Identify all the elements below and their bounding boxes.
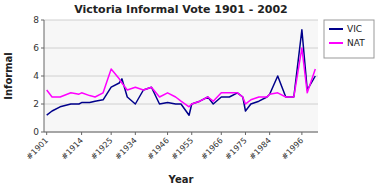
x-tick-label: #1946 <box>145 136 171 162</box>
y-tick-label: 2 <box>33 99 39 109</box>
x-tick-label: #1955 <box>170 136 196 162</box>
legend: VIC NAT <box>324 20 374 58</box>
plot-background <box>44 20 318 132</box>
y-axis-label: Informal <box>3 52 14 100</box>
x-tick-label: #1925 <box>89 136 115 162</box>
y-tick-label: 4 <box>33 71 39 81</box>
x-tick-label: #1934 <box>113 136 139 162</box>
series-group <box>47 30 316 115</box>
x-tick-label: #1901 <box>25 136 51 162</box>
grid-line <box>44 132 318 133</box>
legend-label: VIC <box>347 24 362 34</box>
x-axis <box>44 132 318 133</box>
grid-line <box>44 48 318 49</box>
x-tick-label: #1984 <box>248 136 274 162</box>
y-tick-label: 6 <box>33 43 39 53</box>
x-tick-label: #1975 <box>223 136 249 162</box>
series-line <box>47 30 316 115</box>
legend-box <box>324 20 374 58</box>
chart: 0 2 4 6 8 #1901 #1914#1925#1934#1946#1955#1966… <box>0 0 379 189</box>
legend-swatch <box>329 28 343 30</box>
y-tick-label: 0 <box>33 127 39 137</box>
x-tick-label: #1914 <box>60 136 86 162</box>
series-line <box>47 48 316 107</box>
y-axis <box>44 20 45 132</box>
legend-swatch <box>329 42 343 44</box>
title: Victoria Informal Vote 1901 - 2002 <box>74 3 288 16</box>
x-tick-label: #1966 <box>199 136 225 162</box>
y-tick-label: 8 <box>33 15 39 25</box>
legend-label: NAT <box>347 38 365 48</box>
x-tick-label: #1996 <box>280 136 306 162</box>
x-axis-label: Year <box>168 174 194 185</box>
grid-line <box>44 20 318 21</box>
